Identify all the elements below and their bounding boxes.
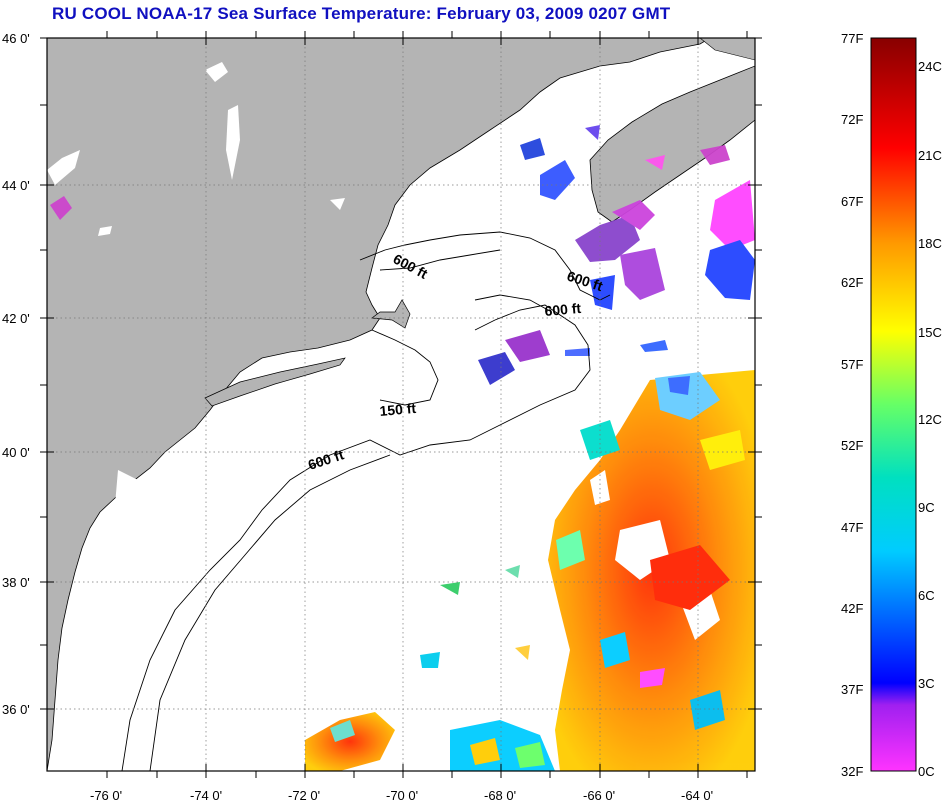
c-label: 6C xyxy=(918,588,935,603)
c-label: 12C xyxy=(918,412,942,427)
f-label: 62F xyxy=(841,275,863,290)
c-label: 9C xyxy=(918,500,935,515)
f-label: 37F xyxy=(841,682,863,697)
c-label: 24C xyxy=(918,59,942,74)
map-title: RU COOL NOAA-17 Sea Surface Temperature:… xyxy=(52,4,671,23)
land-mainland xyxy=(47,38,711,771)
contour-label-600c: 600 ft xyxy=(544,300,582,319)
lat-label-40: 40 0' xyxy=(2,445,30,460)
f-label: 42F xyxy=(841,601,863,616)
celsius-labels: 24C 21C 18C 15C 12C 9C 6C 3C 0C xyxy=(918,59,942,779)
lon-label-72: -72 0' xyxy=(288,788,320,803)
c-label: 3C xyxy=(918,676,935,691)
lat-label-44: 44 0' xyxy=(2,178,30,193)
f-label: 52F xyxy=(841,438,863,453)
f-label: 72F xyxy=(841,112,863,127)
lat-label-38: 38 0' xyxy=(2,575,30,590)
lon-label-64: -64 0' xyxy=(681,788,713,803)
c-label: 0C xyxy=(918,764,935,779)
c-label: 21C xyxy=(918,148,942,163)
lon-label-76: -76 0' xyxy=(90,788,122,803)
lon-label-68: -68 0' xyxy=(484,788,516,803)
lon-label-66: -66 0' xyxy=(583,788,615,803)
color-scale-bar xyxy=(870,37,917,772)
f-label: 32F xyxy=(841,764,863,779)
f-label: 77F xyxy=(841,31,863,46)
f-label: 57F xyxy=(841,357,863,372)
land-long-island xyxy=(204,357,346,407)
lat-ticks xyxy=(40,37,762,710)
land-nova-scotia xyxy=(589,65,755,223)
lat-label-36: 36 0' xyxy=(2,702,30,717)
lat-label-46: 46 0' xyxy=(2,31,30,46)
lat-label-42: 42 0' xyxy=(2,311,30,326)
f-label: 47F xyxy=(841,520,863,535)
fahrenheit-labels: 77F 72F 67F 62F 57F 52F 47F 42F 37F 32F xyxy=(841,31,863,779)
land-upper-right xyxy=(699,38,755,61)
lon-label-70: -70 0' xyxy=(386,788,418,803)
contour-label-150: 150 ft xyxy=(379,400,417,419)
c-label: 15C xyxy=(918,325,942,340)
c-label: 18C xyxy=(918,236,942,251)
f-label: 67F xyxy=(841,194,863,209)
lon-label-74: -74 0' xyxy=(190,788,222,803)
map-border xyxy=(46,37,756,772)
lon-ticks xyxy=(106,31,748,778)
land-cape-cod xyxy=(371,299,411,329)
graticule xyxy=(47,38,755,771)
